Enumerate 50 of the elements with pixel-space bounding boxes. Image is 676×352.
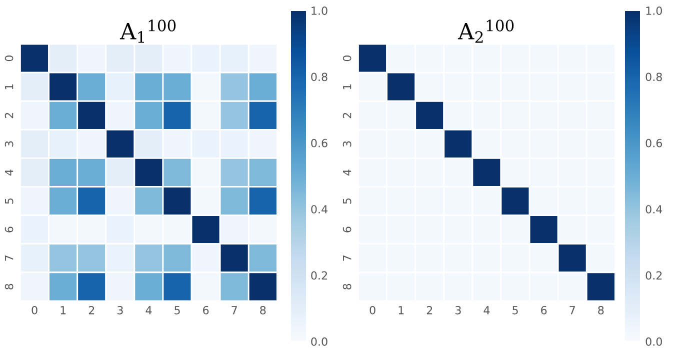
color-bar-label: 0.2 bbox=[311, 271, 327, 280]
y-tick-label: 2 bbox=[4, 112, 14, 118]
x-tick-label: 2 bbox=[88, 306, 94, 314]
y-tick-label: 1 bbox=[5, 84, 14, 90]
color-bar-label: 1.0 bbox=[646, 6, 662, 15]
x-tick-label: 8 bbox=[598, 306, 604, 314]
color-bar-label: 0.6 bbox=[646, 138, 662, 148]
y-tick-label: 4 bbox=[343, 170, 352, 176]
color-bar-label: 1.0 bbox=[312, 6, 328, 15]
color-bar-label: 0.2 bbox=[646, 271, 662, 280]
x-tick-label: 8 bbox=[260, 306, 266, 314]
y-tick-label: 8 bbox=[4, 284, 14, 290]
y-tick-label: 2 bbox=[342, 112, 352, 118]
x-tick-label: 6 bbox=[541, 306, 547, 314]
chart-title: A$_{2}$$^{100}$ bbox=[458, 20, 514, 43]
y-tick-label: 1 bbox=[343, 84, 352, 90]
x-tick-label: 5 bbox=[174, 306, 180, 314]
color-bar-label: 0.4 bbox=[311, 205, 328, 214]
color-bar-label: 0.6 bbox=[311, 138, 328, 148]
y-tick-label: 7 bbox=[343, 256, 352, 261]
x-tick-label: 4 bbox=[146, 306, 152, 314]
y-tick-label: 5 bbox=[343, 198, 352, 204]
y-tick-label: 3 bbox=[342, 141, 352, 147]
y-tick-label: 0 bbox=[4, 56, 14, 62]
chart-title: A$_{1}$$^{100}$ bbox=[120, 20, 176, 43]
y-tick-label: 6 bbox=[4, 226, 14, 232]
x-tick-label: 1 bbox=[60, 306, 66, 314]
y-tick-label: 6 bbox=[342, 226, 352, 232]
x-tick-label: 1 bbox=[398, 306, 404, 314]
color-bar-label: 0.8 bbox=[646, 72, 662, 82]
color-bar-label: 0.8 bbox=[311, 72, 328, 82]
x-tick-label: 7 bbox=[570, 306, 575, 314]
y-tick-label: 5 bbox=[5, 198, 14, 204]
x-tick-label: 3 bbox=[455, 306, 461, 314]
x-tick-label: 0 bbox=[370, 306, 376, 314]
color-bar-label: 0.0 bbox=[646, 337, 662, 346]
x-tick-label: 6 bbox=[203, 306, 209, 314]
color-bar-label: 0.4 bbox=[646, 205, 662, 214]
y-tick-label: 3 bbox=[4, 141, 14, 147]
y-tick-label: 8 bbox=[342, 284, 352, 290]
x-tick-label: 2 bbox=[426, 306, 432, 314]
color-bar-label: 0.0 bbox=[311, 337, 328, 346]
y-tick-label: 0 bbox=[342, 56, 352, 62]
x-tick-label: 5 bbox=[512, 306, 518, 314]
x-tick-label: 0 bbox=[32, 306, 38, 314]
y-tick-label: 7 bbox=[5, 256, 14, 261]
y-tick-label: 4 bbox=[5, 170, 14, 176]
x-tick-label: 3 bbox=[117, 306, 123, 314]
x-tick-label: 4 bbox=[484, 306, 490, 314]
x-tick-label: 7 bbox=[232, 306, 237, 314]
